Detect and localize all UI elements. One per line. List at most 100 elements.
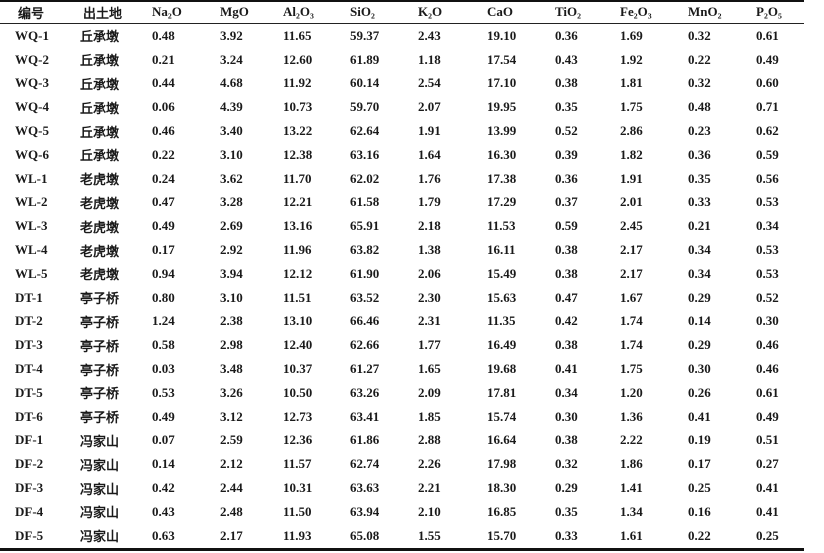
table-cell: DF-1 <box>15 432 44 448</box>
table-cell: 0.94 <box>152 265 175 281</box>
table-cell: 2.10 <box>418 503 441 519</box>
table-cell: 冯家山 <box>80 457 120 473</box>
table-cell: 60.14 <box>350 75 380 91</box>
table-cell: 10.37 <box>283 361 313 377</box>
table-cell: 1.61 <box>620 527 643 543</box>
table-cell: 0.22 <box>152 146 175 162</box>
table-cell: 0.41 <box>756 503 779 519</box>
table-row: DF-1 冯家山 0.07 2.59 12.36 61.86 2.88 16.64 0.38 2.… <box>0 429 804 453</box>
table-cell: 亭子桥 <box>80 410 120 426</box>
table-cell: 16.49 <box>487 337 517 353</box>
column-header: SiO₂ <box>350 4 375 19</box>
column-header: Fe₂O₃ <box>620 4 652 19</box>
table-cell: DF-5 <box>15 527 44 543</box>
table-cell: 0.35 <box>688 170 711 186</box>
table-cell: 1.91 <box>418 123 441 139</box>
table-cell: 2.38 <box>220 313 243 329</box>
table-cell: 0.35 <box>555 99 578 115</box>
table-cell: DF-3 <box>15 480 44 496</box>
column-header: 出土地 <box>83 5 123 21</box>
table-cell: 0.61 <box>756 27 779 43</box>
table-cell: 11.96 <box>283 242 312 258</box>
table-cell: 3.10 <box>220 146 243 162</box>
table-cell: WL-2 <box>15 194 48 210</box>
table-cell: 15.63 <box>487 289 517 305</box>
table-cell: 63.94 <box>350 503 380 519</box>
table-cell: 0.56 <box>756 170 779 186</box>
table-cell: 0.43 <box>152 503 175 519</box>
table-cell: 0.53 <box>756 194 779 210</box>
table-cell: 丘承墩 <box>80 29 120 45</box>
table-cell: 11.92 <box>283 75 312 91</box>
table-cell: 0.29 <box>688 289 711 305</box>
table-cell: 0.07 <box>152 432 175 448</box>
column-header: K₂O <box>418 4 443 19</box>
table-cell: 62.02 <box>350 170 380 186</box>
column-header: MgO <box>220 4 249 19</box>
table-row: DF-5 冯家山 0.63 2.17 11.93 65.08 1.55 15.70 0.33 1.… <box>0 524 804 548</box>
table-cell: 0.52 <box>756 289 779 305</box>
table-cell: 0.53 <box>152 384 175 400</box>
table-cell: 12.21 <box>283 194 313 210</box>
table-cell: 63.63 <box>350 480 380 496</box>
table-cell: 0.43 <box>555 51 578 67</box>
table-cell: 3.12 <box>220 408 243 424</box>
table-cell: 0.36 <box>555 27 578 43</box>
table-cell: 0.48 <box>688 99 711 115</box>
table-cell: 冯家山 <box>80 529 120 545</box>
table-cell: 13.16 <box>283 218 313 234</box>
table-cell: 61.90 <box>350 265 380 281</box>
table-row: DF-3 冯家山 0.42 2.44 10.31 63.63 2.21 18.30 0.29 1.… <box>0 476 804 500</box>
table-cell: 0.37 <box>555 194 578 210</box>
table-cell: 11.70 <box>283 170 312 186</box>
table-cell: 0.32 <box>688 75 711 91</box>
table-cell: 2.44 <box>220 480 243 496</box>
table-cell: 0.32 <box>688 27 711 43</box>
table-cell: 亭子桥 <box>80 362 120 378</box>
table-cell: 0.61 <box>756 384 779 400</box>
table-row: WL-4 老虎墩 0.17 2.92 11.96 63.82 1.38 16.11 0.38 2.… <box>0 238 804 262</box>
table-cell: WL-4 <box>15 242 48 258</box>
table-cell: 0.80 <box>152 289 175 305</box>
column-header: Al₂O₃ <box>283 4 314 19</box>
table-cell: DT-2 <box>15 313 43 329</box>
table-cell: 亭子桥 <box>80 338 120 354</box>
table-cell: 2.06 <box>418 265 441 281</box>
table-cell: 0.19 <box>688 432 711 448</box>
table-cell: 1.91 <box>620 170 643 186</box>
table-cell: 2.59 <box>220 432 243 448</box>
table-cell: 4.68 <box>220 75 243 91</box>
table-cell: 12.73 <box>283 408 313 424</box>
table-cell: 2.07 <box>418 99 441 115</box>
table-cell: 1.86 <box>620 456 643 472</box>
table-cell: 2.17 <box>620 265 643 281</box>
table-cell: 62.66 <box>350 337 380 353</box>
table-cell: 0.49 <box>152 218 175 234</box>
table-cell: 0.52 <box>555 123 578 139</box>
table-cell: 0.30 <box>756 313 779 329</box>
table-cell: 1.55 <box>418 527 441 543</box>
table-cell: DT-4 <box>15 361 43 377</box>
table-cell: 2.12 <box>220 456 243 472</box>
table-cell: 2.17 <box>620 242 643 258</box>
table-cell: 17.38 <box>487 170 517 186</box>
table-cell: WQ-4 <box>15 99 49 115</box>
table-cell: 老虎墩 <box>80 195 120 211</box>
table-cell: 1.24 <box>152 313 175 329</box>
table-row: WL-1 老虎墩 0.24 3.62 11.70 62.02 1.76 17.38 0.36 1.… <box>0 167 804 191</box>
table-cell: 亭子桥 <box>80 314 120 330</box>
table-cell: 0.21 <box>688 218 711 234</box>
table-cell: 2.22 <box>620 432 643 448</box>
column-header: MnO₂ <box>688 4 722 19</box>
table-cell: 1.41 <box>620 480 643 496</box>
table-cell: 丘承墩 <box>80 100 120 116</box>
table-cell: 17.54 <box>487 51 517 67</box>
column-header: Na₂O <box>152 4 182 19</box>
table-cell: 2.86 <box>620 123 643 139</box>
table-cell: 0.21 <box>152 51 175 67</box>
table-cell: 10.50 <box>283 384 313 400</box>
table-cell: WQ-3 <box>15 75 49 91</box>
table-bottom-rule <box>0 548 804 551</box>
table-cell: 1.81 <box>620 75 643 91</box>
table-cell: 15.49 <box>487 265 517 281</box>
